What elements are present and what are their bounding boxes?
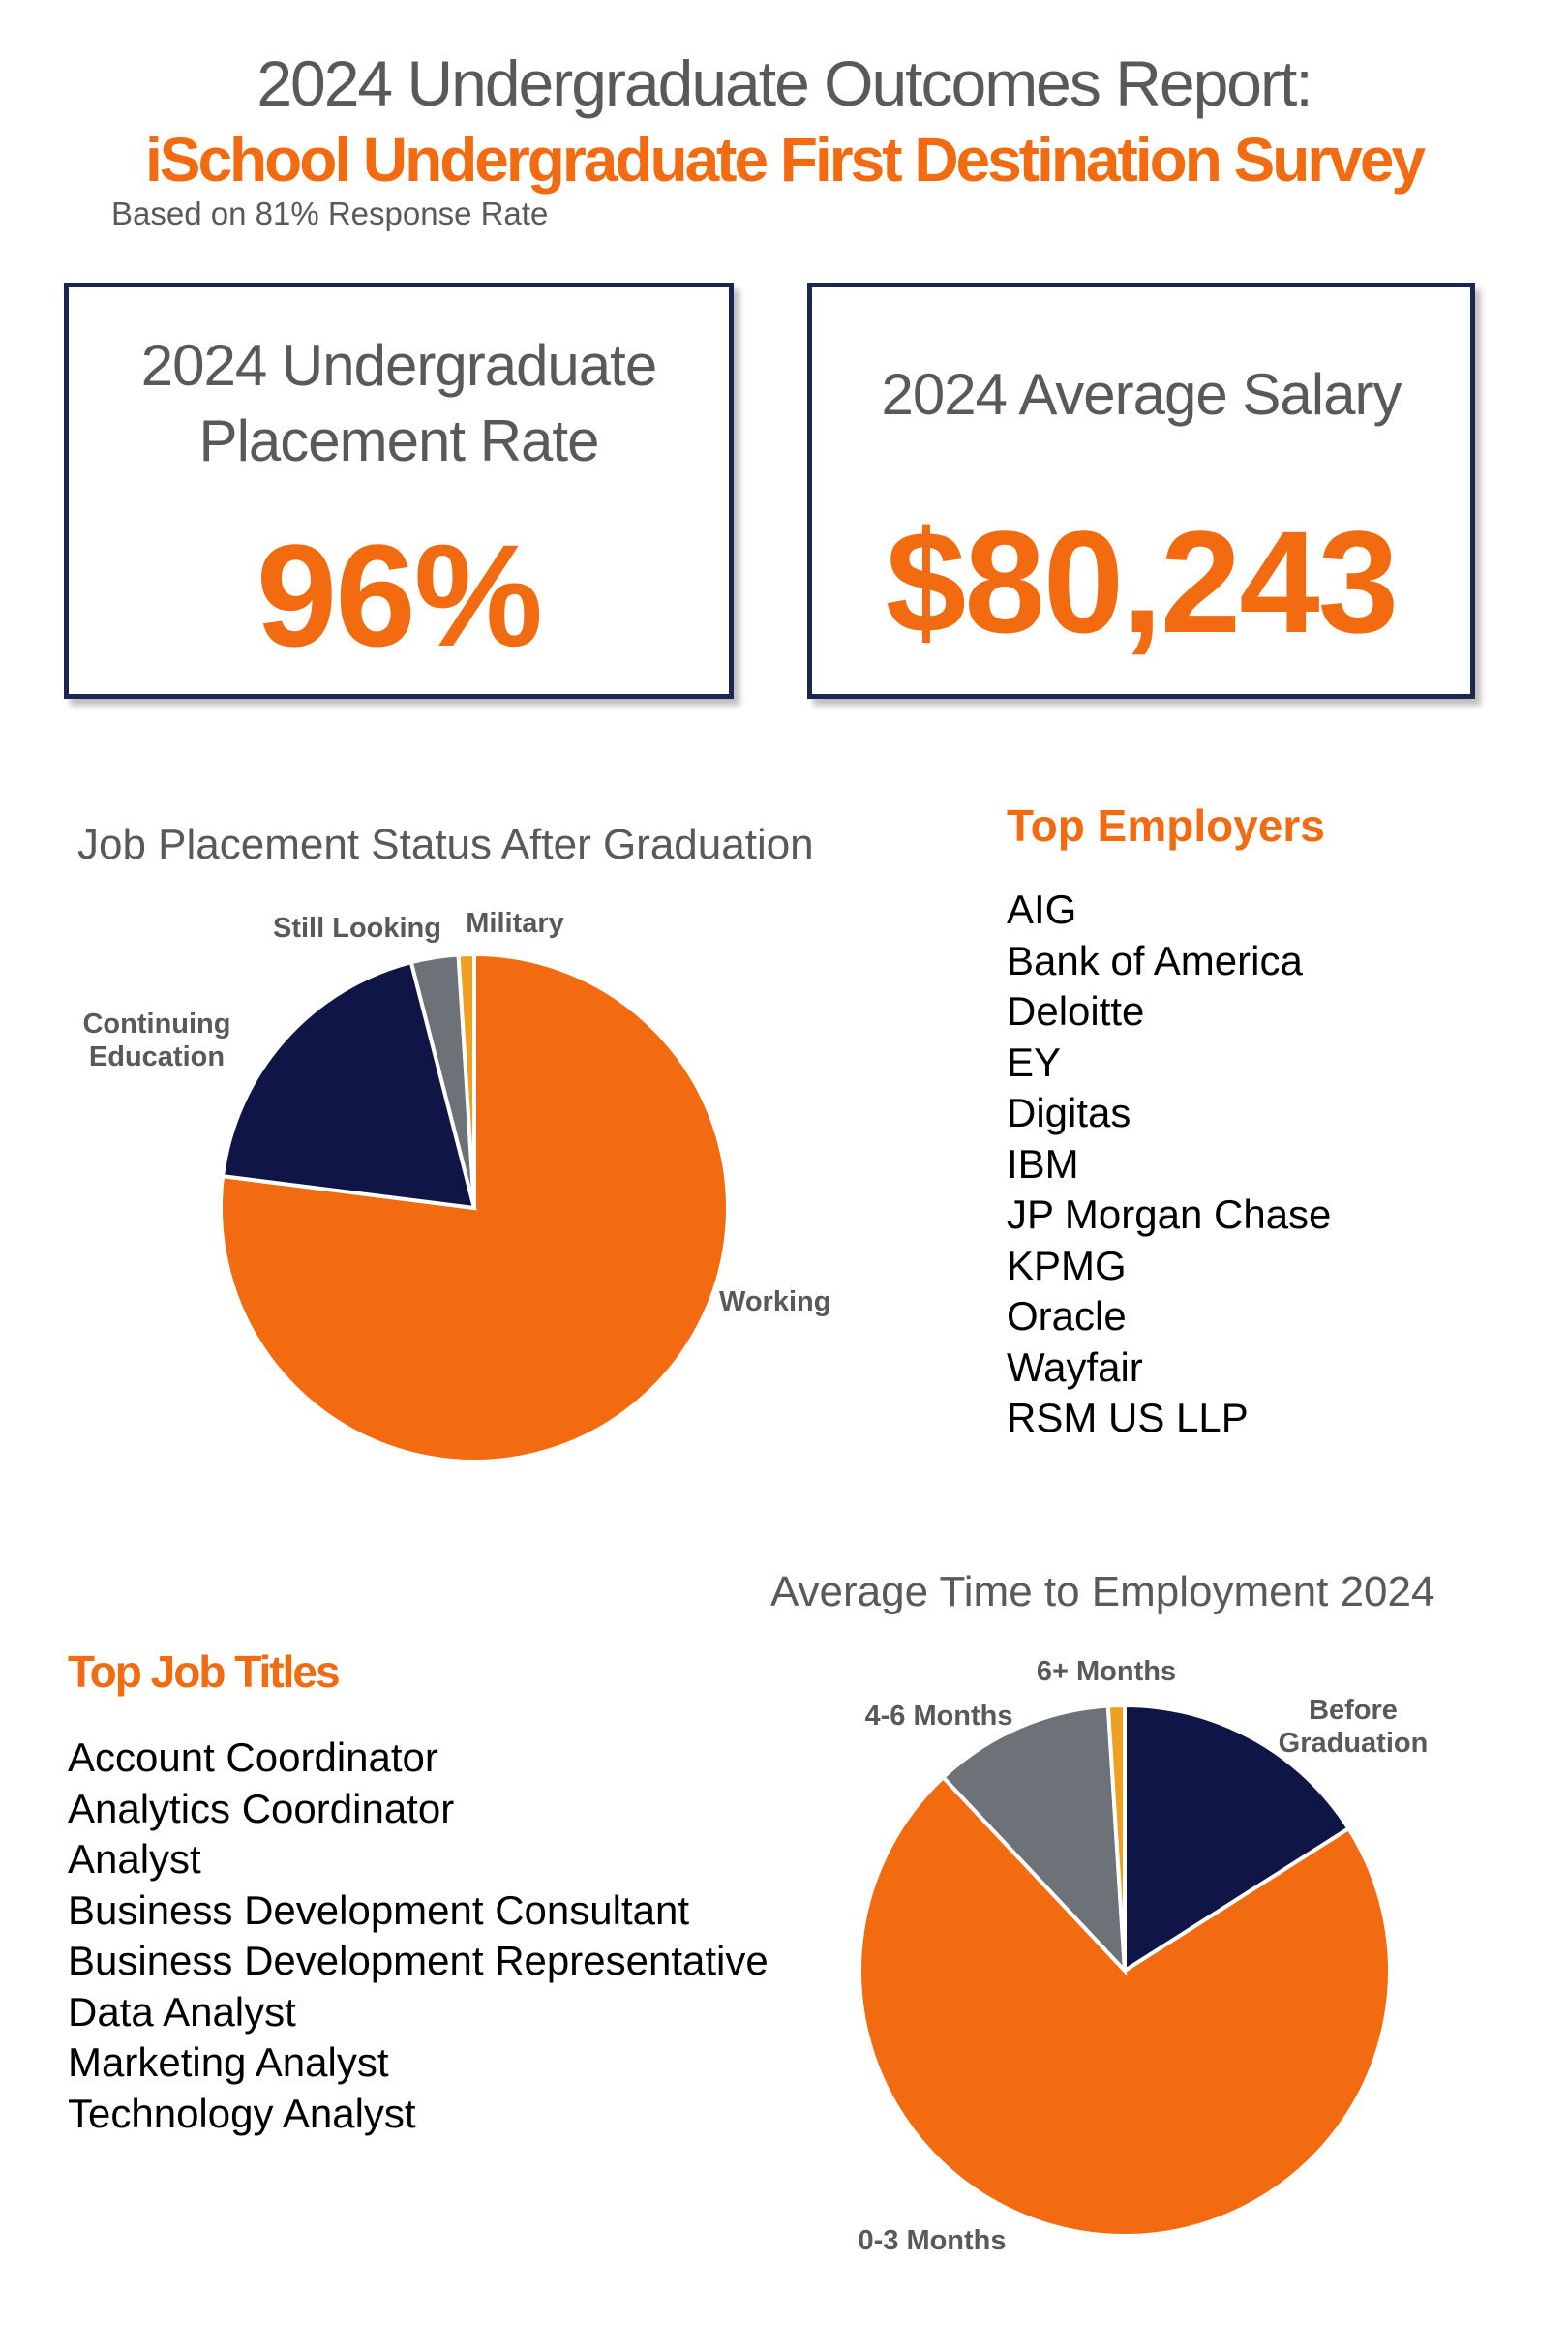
placement-label-line1: 2024 Undergraduate bbox=[140, 333, 657, 398]
top-employers-heading: Top Employers bbox=[1007, 800, 1325, 851]
employer-item: Wayfair bbox=[1007, 1343, 1143, 1390]
employer-item: JP Morgan Chase bbox=[1007, 1191, 1332, 1237]
employer-item: RSM US LLP bbox=[1007, 1395, 1249, 1440]
job-title-item: Analytics Coordinator bbox=[68, 1785, 455, 1831]
pie-slice-military bbox=[456, 951, 476, 1209]
placement-rate-card: 2024 Undergraduate Placement Rate 96% bbox=[64, 283, 734, 699]
pie-label-before-graduation: Graduation bbox=[1279, 1728, 1429, 1759]
report-subtitle-orange: iSchool Undergraduate First Destination … bbox=[144, 125, 1426, 195]
top-job-titles-heading: Top Job Titles bbox=[68, 1646, 341, 1697]
pie-label-continuing-education: Education bbox=[89, 1041, 225, 1072]
job-title-item: Business Development Consultant bbox=[68, 1886, 690, 1933]
job-title-item: Data Analyst bbox=[68, 1988, 296, 2035]
average-salary-value: $80,243 bbox=[885, 500, 1399, 663]
placement-rate-value: 96% bbox=[256, 514, 543, 677]
employer-item: AIG bbox=[1007, 887, 1077, 932]
pie-label-still-looking: Still Looking bbox=[273, 913, 441, 944]
pie-slice-before-graduation bbox=[1123, 1703, 1352, 1975]
time-to-employment-chart-title: Average Time to Employment 2024 bbox=[770, 1568, 1435, 1615]
average-salary-label: 2024 Average Salary bbox=[881, 362, 1402, 427]
pie-label-6-months: 6+ Months bbox=[1037, 1656, 1176, 1687]
report-title: 2024 Undergraduate Outcomes Report: bbox=[256, 47, 1312, 119]
job-title-item: Analyst bbox=[68, 1836, 201, 1882]
employer-item: Oracle bbox=[1007, 1293, 1127, 1339]
top-employers-list: AIG Bank of America Deloitte EY Digitas … bbox=[1007, 885, 1331, 1444]
top-job-titles-list: Account Coordinator Analytics Coordinato… bbox=[68, 1733, 769, 2139]
pie-label-working: Working bbox=[719, 1286, 830, 1317]
pie-label-continuing-education: Continuing bbox=[82, 1009, 230, 1040]
placement-label-line2: Placement Rate bbox=[198, 408, 600, 473]
pie-label-4-6-months: 4-6 Months bbox=[864, 1701, 1012, 1732]
employer-item: Deloitte bbox=[1007, 988, 1145, 1034]
job-title-item: Account Coordinator bbox=[68, 1734, 438, 1780]
pie-label-military: Military bbox=[466, 908, 564, 939]
pie-slice-6-months bbox=[1105, 1703, 1127, 1972]
average-salary-card: 2024 Average Salary $80,243 bbox=[807, 283, 1475, 699]
job-title-item: Business Development Representative bbox=[68, 1938, 769, 1983]
response-rate-note: Based on 81% Response Rate bbox=[111, 196, 549, 231]
pie-label-0-3-months: 0-3 Months bbox=[858, 2225, 1006, 2256]
placement-status-chart-title: Job Placement Status After Graduation bbox=[77, 821, 814, 868]
employer-item: Digitas bbox=[1007, 1090, 1131, 1135]
employer-item: Bank of America bbox=[1007, 937, 1303, 983]
pie-slice-continuing-education bbox=[220, 959, 477, 1211]
placement-rate-label: 2024 Undergraduate Placement Rate bbox=[69, 328, 729, 479]
job-title-item: Marketing Analyst bbox=[68, 2039, 389, 2085]
pie-label-before-graduation: Before bbox=[1309, 1695, 1398, 1726]
pie-slice-0-3-months bbox=[858, 1774, 1392, 2238]
job-title-item: Technology Analyst bbox=[68, 2090, 416, 2136]
employer-item: IBM bbox=[1007, 1140, 1079, 1187]
employer-item: KPMG bbox=[1007, 1242, 1127, 1288]
employer-item: EY bbox=[1007, 1039, 1062, 1085]
pie-slice-4-6-months bbox=[940, 1704, 1128, 1976]
